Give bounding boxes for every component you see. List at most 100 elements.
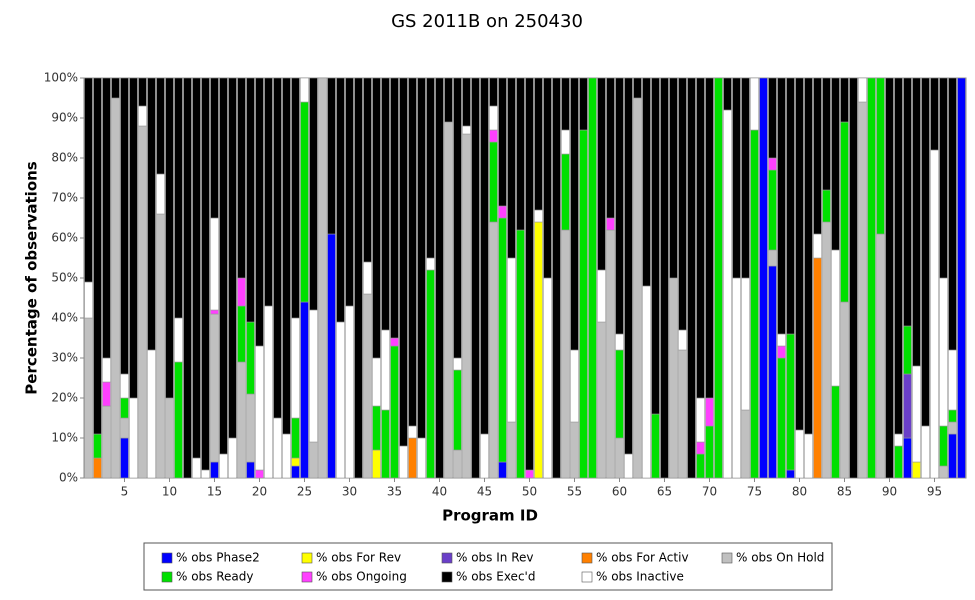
bar-segment [372, 77, 381, 359]
bar-segment [291, 417, 300, 459]
x-tick-label: 50 [522, 485, 537, 499]
x-axis-label: Program ID [442, 507, 538, 525]
bar-segment [291, 317, 300, 419]
bar-segment [426, 257, 435, 271]
bar-segment [156, 213, 165, 479]
bar-segment [777, 77, 786, 335]
x-tick-label: 80 [792, 485, 807, 499]
bar-segment [957, 77, 966, 479]
bar-segment [309, 309, 318, 443]
bar-segment [399, 445, 408, 479]
bar-segment [867, 77, 876, 479]
bar-segment [615, 437, 624, 479]
bar-segment [732, 77, 741, 279]
bar-segment [453, 357, 462, 371]
bar-segment [669, 77, 678, 279]
legend-label: % obs Phase2 [176, 551, 260, 565]
bar-segment [894, 77, 903, 435]
bar-segment [516, 229, 525, 479]
bar-segment [813, 257, 822, 479]
bar-segment [138, 105, 147, 127]
bar-segment [165, 397, 174, 479]
bar-segment [327, 77, 336, 235]
bar-segment [534, 209, 543, 223]
x-tick-label: 55 [567, 485, 582, 499]
bar-segment [786, 77, 795, 335]
bar-segment [111, 77, 120, 99]
bar-segment [858, 101, 867, 479]
bar-segment [606, 229, 615, 479]
bar-segment [453, 449, 462, 479]
bar-segment [552, 77, 561, 479]
bar-segment [750, 129, 759, 479]
legend-label: % obs For Rev [316, 551, 401, 565]
bar-segment [705, 77, 714, 399]
bar-segment [525, 77, 534, 471]
bar-segment [768, 265, 777, 479]
bar-segment [912, 365, 921, 463]
bar-segment [822, 77, 831, 191]
bar-segment [948, 409, 957, 423]
bar-segment [246, 77, 255, 323]
bar-segment [633, 97, 642, 479]
legend-label: % obs Ongoing [316, 570, 407, 584]
bar-segment [192, 77, 201, 459]
bar-segment [363, 293, 372, 479]
y-axis-label: Percentage of observations [23, 161, 41, 395]
bar-segment [570, 421, 579, 479]
bar-segment [300, 77, 309, 103]
x-tick-label: 20 [252, 485, 267, 499]
bar-segment [705, 425, 714, 479]
bar-segment [381, 409, 390, 479]
bar-segment [921, 425, 930, 479]
bar-segment [678, 77, 687, 331]
bar-segment [120, 417, 129, 439]
bar-segment [408, 425, 417, 439]
bar-segment [660, 77, 669, 479]
bar-segment [174, 361, 183, 479]
bar-segment [246, 321, 255, 395]
legend-swatch [161, 552, 173, 564]
bar-segment [624, 453, 633, 479]
bar-segment [489, 105, 498, 131]
x-tick-label: 85 [837, 485, 852, 499]
bar-segment [453, 369, 462, 451]
bar-segment [210, 461, 219, 479]
bar-segment [372, 405, 381, 451]
x-tick-label: 70 [702, 485, 717, 499]
bar-segment [498, 217, 507, 463]
y-tick-label: 80% [51, 151, 78, 165]
legend-swatch [161, 571, 173, 583]
bar-segment [615, 349, 624, 439]
bar-segment [291, 457, 300, 467]
bar-segment [120, 437, 129, 479]
bar-segment [903, 77, 912, 327]
bar-segment [129, 77, 138, 399]
y-tick-label: 70% [51, 191, 78, 205]
bar-segment [831, 77, 840, 251]
bar-segment [948, 349, 957, 411]
bar-segment [930, 77, 939, 151]
bar-segment [408, 77, 417, 427]
bar-segment [777, 345, 786, 359]
bar-segment [237, 305, 246, 363]
bar-segment [651, 77, 660, 415]
bar-segment [345, 77, 354, 307]
bar-segment [723, 109, 732, 479]
bar-segment [876, 77, 885, 235]
bar-segment [417, 77, 426, 439]
x-tick-label: 95 [927, 485, 942, 499]
bar-segment [102, 381, 111, 407]
x-tick-label: 30 [342, 485, 357, 499]
bar-segment [579, 129, 588, 479]
bar-segment [912, 77, 921, 367]
legend-swatch [581, 552, 593, 564]
bar-segment [426, 269, 435, 479]
bar-segment [606, 77, 615, 219]
bar-segment [291, 465, 300, 479]
bar-segment [840, 77, 849, 123]
bar-segment [624, 77, 633, 455]
bar-segment [885, 77, 894, 479]
bar-segment [489, 221, 498, 479]
